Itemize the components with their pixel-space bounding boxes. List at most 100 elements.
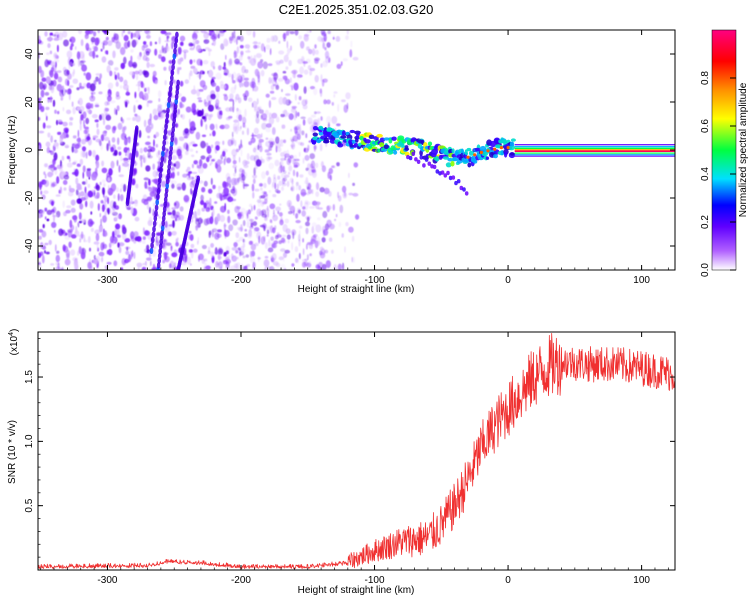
noise-blob: [315, 162, 319, 168]
noise-blob: [266, 226, 270, 233]
noise-blob: [244, 228, 247, 232]
signal-peak-dot: [506, 146, 510, 150]
noise-blob: [265, 127, 272, 133]
noise-blob: [106, 101, 110, 106]
noise-blob: [86, 109, 91, 113]
noise-blob: [234, 139, 237, 146]
noise-blob: [190, 89, 197, 95]
noise-blob: [101, 179, 106, 184]
noise-blob: [78, 97, 83, 106]
noise-blob: [72, 161, 77, 165]
noise-blob: [229, 106, 233, 112]
noise-blob: [296, 171, 299, 178]
noise-blob: [171, 155, 177, 161]
noise-blob: [278, 240, 282, 245]
noise-blob: [307, 188, 313, 195]
noise-blob: [287, 171, 291, 175]
noise-blob: [253, 229, 256, 234]
noise-blob: [72, 106, 76, 115]
noise-blob: [155, 241, 160, 247]
diagonal-streak-segment: [176, 79, 180, 87]
noise-blob: [239, 45, 244, 49]
noise-blob: [255, 53, 262, 59]
noise-blob: [40, 190, 43, 195]
noise-blob: [200, 140, 206, 149]
noise-blob: [249, 240, 254, 245]
noise-blob: [297, 133, 301, 140]
signal-blob: [387, 149, 393, 154]
noise-blob: [57, 110, 60, 115]
noise-blob: [164, 40, 170, 43]
noise-blob: [38, 97, 41, 103]
noise-blob: [266, 152, 272, 156]
noise-blob: [152, 263, 156, 270]
noise-blob: [103, 230, 107, 237]
noise-blob: [332, 164, 337, 169]
noise-blob: [252, 178, 256, 184]
noise-blob: [302, 119, 306, 126]
noise-blob: [323, 99, 327, 105]
noise-blob: [215, 92, 220, 101]
noise-blob: [163, 251, 168, 261]
noise-blob: [144, 230, 151, 236]
noise-blob: [90, 227, 94, 232]
noise-blob: [110, 100, 116, 104]
noise-blob: [201, 244, 207, 250]
noise-blob: [76, 198, 83, 205]
signal-blob: [376, 133, 383, 138]
noise-blob: [87, 236, 91, 244]
noise-blob: [86, 168, 92, 171]
noise-blob: [268, 140, 274, 144]
noise-blob: [45, 76, 51, 84]
noise-blob: [121, 30, 124, 38]
noise-blob: [109, 235, 114, 244]
noise-blob: [244, 108, 247, 118]
noise-blob: [196, 240, 199, 245]
noise-blob: [91, 189, 96, 193]
noise-blob: [279, 203, 282, 206]
noise-blob: [225, 261, 230, 270]
noise-blob: [285, 93, 291, 96]
noise-blob: [235, 239, 241, 243]
noise-blob: [326, 99, 331, 105]
noise-blob: [223, 72, 228, 76]
noise-blob: [177, 46, 182, 55]
noise-blob: [136, 236, 142, 242]
noise-blob: [280, 248, 286, 252]
noise-blob: [283, 139, 287, 144]
signal-peak-dot: [466, 155, 470, 159]
noise-blob: [319, 143, 323, 152]
noise-blob: [126, 91, 129, 96]
noise-blob: [211, 229, 214, 238]
noise-blob: [227, 215, 231, 224]
noise-blob: [296, 193, 300, 202]
noise-blob: [106, 50, 109, 55]
noise-blob: [46, 52, 50, 55]
noise-blob: [267, 145, 271, 152]
noise-blob: [47, 171, 53, 178]
noise-blob: [335, 36, 341, 42]
noise-blob: [103, 30, 109, 35]
x-tick-label: -100: [365, 575, 385, 586]
noise-blob: [91, 172, 97, 181]
noise-blob: [149, 41, 153, 47]
noise-blob: [271, 127, 276, 135]
noise-blob: [309, 253, 312, 257]
noise-blob: [146, 101, 149, 108]
noise-blob: [267, 247, 274, 253]
noise-blob: [190, 141, 195, 145]
signal-blob: [466, 147, 472, 152]
noise-blob: [74, 144, 80, 149]
noise-blob: [303, 69, 309, 75]
noise-blob: [94, 37, 100, 46]
noise-blob: [107, 95, 112, 102]
noise-blob: [315, 224, 322, 233]
noise-blob: [167, 212, 172, 215]
noise-blob: [281, 177, 286, 185]
noise-blob: [53, 72, 59, 80]
noise-blob: [178, 136, 185, 142]
noise-blob: [168, 65, 172, 72]
noise-blob: [82, 54, 85, 62]
noise-blob: [240, 125, 242, 129]
noise-blob: [282, 110, 288, 114]
